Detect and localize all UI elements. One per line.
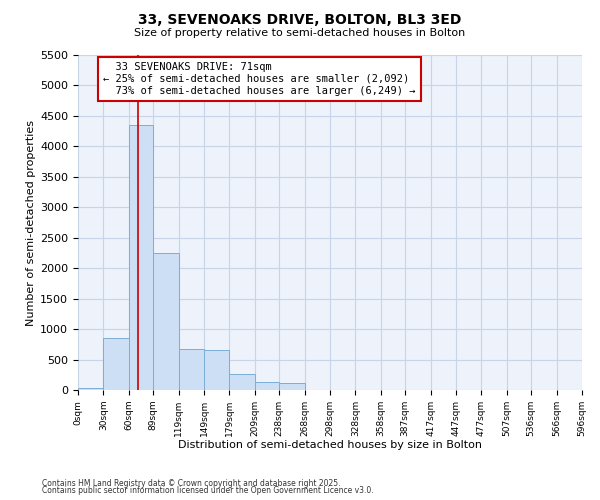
Y-axis label: Number of semi-detached properties: Number of semi-detached properties bbox=[26, 120, 36, 326]
Bar bbox=[103, 338, 129, 390]
Text: Size of property relative to semi-detached houses in Bolton: Size of property relative to semi-detach… bbox=[134, 28, 466, 38]
Bar bbox=[129, 125, 153, 390]
Bar bbox=[279, 384, 305, 390]
Text: Contains HM Land Registry data © Crown copyright and database right 2025.: Contains HM Land Registry data © Crown c… bbox=[42, 478, 341, 488]
Bar bbox=[78, 388, 103, 390]
Bar bbox=[204, 350, 229, 390]
Text: 33 SEVENOAKS DRIVE: 71sqm
← 25% of semi-detached houses are smaller (2,092)
  73: 33 SEVENOAKS DRIVE: 71sqm ← 25% of semi-… bbox=[103, 62, 416, 96]
X-axis label: Distribution of semi-detached houses by size in Bolton: Distribution of semi-detached houses by … bbox=[178, 440, 482, 450]
Text: 33, SEVENOAKS DRIVE, BOLTON, BL3 3ED: 33, SEVENOAKS DRIVE, BOLTON, BL3 3ED bbox=[139, 12, 461, 26]
Bar bbox=[229, 374, 255, 390]
Bar bbox=[255, 382, 279, 390]
Text: Contains public sector information licensed under the Open Government Licence v3: Contains public sector information licen… bbox=[42, 486, 374, 495]
Bar bbox=[153, 253, 179, 390]
Bar bbox=[179, 349, 204, 390]
